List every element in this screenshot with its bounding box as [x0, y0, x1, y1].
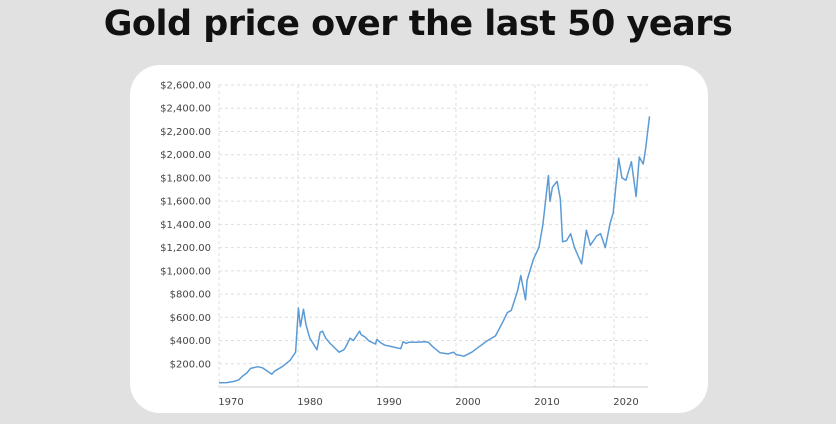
y-tick-label: $600.00 — [170, 313, 211, 324]
x-tick-label: 2010 — [534, 397, 559, 408]
page-title: Gold price over the last 50 years — [103, 4, 733, 44]
x-tick-label: 2000 — [455, 397, 480, 408]
gold-price-line — [218, 116, 651, 384]
y-tick-label: $1,200.00 — [160, 243, 211, 254]
chart-card: $200.00 $400.00 $600.00 $800.00 $1,000.00 $1,… — [130, 65, 708, 413]
y-tick-label: $2,600.00 — [160, 81, 211, 92]
gold-price-chart: $200.00 $400.00 $600.00 $800.00 $1,000.00 $1,… — [160, 81, 651, 408]
y-tick-label: $400.00 — [170, 336, 211, 347]
grid — [218, 84, 648, 387]
y-tick-label: $1,600.00 — [160, 197, 211, 208]
y-tick-label: $800.00 — [170, 290, 211, 301]
x-tick-label: 1980 — [297, 397, 322, 408]
x-axis: 1970 1980 1990 2000 2010 2020 — [218, 397, 638, 408]
y-tick-label: $1,800.00 — [160, 173, 211, 184]
y-tick-label: $200.00 — [170, 359, 211, 370]
y-tick-label: $1,400.00 — [160, 220, 211, 231]
y-tick-label: $2,000.00 — [160, 150, 211, 161]
y-tick-label: $2,200.00 — [160, 127, 211, 138]
y-tick-label: $1,000.00 — [160, 266, 211, 277]
x-tick-label: 1970 — [218, 397, 243, 408]
x-tick-label: 1990 — [376, 397, 401, 408]
y-axis: $200.00 $400.00 $600.00 $800.00 $1,000.00 $1,… — [160, 81, 211, 371]
y-tick-label: $2,400.00 — [160, 104, 211, 115]
x-tick-label: 2020 — [613, 397, 638, 408]
